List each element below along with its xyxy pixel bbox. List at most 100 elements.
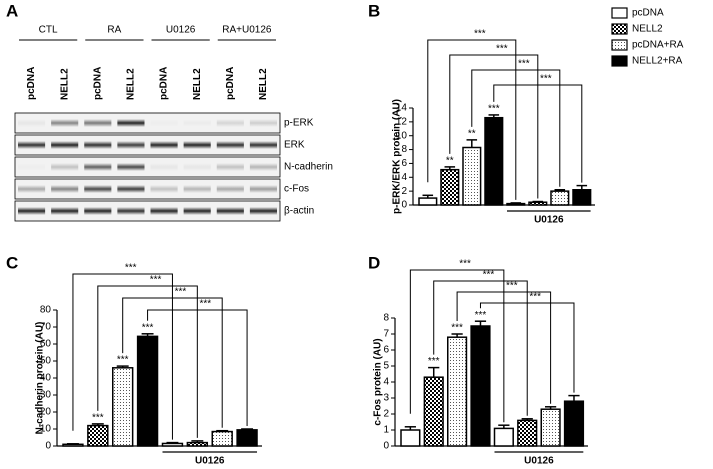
band <box>249 185 277 193</box>
bar <box>236 429 258 447</box>
band <box>84 141 112 149</box>
band <box>117 207 145 215</box>
panel-label: C <box>6 253 18 272</box>
y-tick-label: 1 <box>383 425 389 436</box>
lane-label: NELL2 <box>126 68 137 100</box>
comparison-label: *** <box>125 263 137 274</box>
y-tick-label: 4 <box>383 377 389 388</box>
category-label: U0126 <box>534 215 564 226</box>
lane-label: pcDNA <box>92 67 103 100</box>
category-label: U0126 <box>195 456 225 467</box>
band <box>117 119 145 127</box>
y-tick-label: 8 <box>383 313 389 324</box>
blot-row-label: p-ERK <box>284 118 314 129</box>
y-tick-label: 30 <box>40 390 52 401</box>
lane-label: NELL2 <box>59 68 70 100</box>
bar <box>540 408 561 447</box>
significance: *** <box>451 323 463 334</box>
band <box>183 163 211 171</box>
significance: *** <box>488 104 500 115</box>
y-tick-label: 4 <box>401 172 407 183</box>
category-label: U0126 <box>524 456 554 467</box>
bar <box>462 146 482 206</box>
panel-label: A <box>6 1 18 20</box>
blot-row-label: β-actin <box>284 206 314 217</box>
blot-group-label: RA <box>107 25 121 36</box>
bar <box>572 189 592 206</box>
y-tick-label: 3 <box>383 393 389 404</box>
band <box>249 119 277 127</box>
bar <box>550 190 570 206</box>
comparison-label: *** <box>496 44 508 55</box>
band <box>84 185 112 193</box>
comparison-label: *** <box>540 74 552 85</box>
blot-box <box>14 178 281 200</box>
band <box>150 185 178 193</box>
bar <box>447 336 468 447</box>
band <box>117 141 145 149</box>
band <box>216 185 244 193</box>
bar <box>493 427 514 447</box>
y-tick-label: 0 <box>383 441 389 452</box>
bar <box>484 116 504 206</box>
blot-group-label: U0126 <box>166 25 196 36</box>
comparison-label: *** <box>518 59 530 70</box>
y-tick-label: 60 <box>40 339 52 350</box>
y-tick-label: 10 <box>396 130 408 141</box>
bar <box>112 367 134 447</box>
comparison-bracket <box>471 69 561 187</box>
significance: *** <box>92 413 104 424</box>
significance: *** <box>475 310 487 321</box>
blot-row-label: N-cadherin <box>284 162 333 173</box>
y-tick-label: 0 <box>401 200 407 211</box>
comparison-label: *** <box>506 281 518 292</box>
comparison-bracket <box>433 280 528 416</box>
bar <box>400 429 421 447</box>
band <box>150 141 178 149</box>
band <box>51 163 79 171</box>
y-tick-label: 50 <box>40 356 52 367</box>
legend-label: pcDNA <box>632 8 664 19</box>
comparison-label: *** <box>175 287 187 298</box>
bar <box>418 197 438 206</box>
lane-label: NELL2 <box>192 68 203 100</box>
blot-box <box>14 112 281 134</box>
band <box>249 207 277 215</box>
blot-row-label: ERK <box>284 140 305 151</box>
y-tick-label: 6 <box>383 345 389 356</box>
band <box>249 163 277 171</box>
lane-label: pcDNA <box>26 67 37 100</box>
comparison-bracket <box>479 302 575 393</box>
y-tick-label: 70 <box>40 322 52 333</box>
band <box>216 119 244 127</box>
band <box>51 119 79 127</box>
blot-group-label: RA+U0126 <box>222 25 272 36</box>
y-tick-label: 8 <box>401 144 407 155</box>
blot-row-label: c-Fos <box>284 184 309 195</box>
comparison-bracket <box>449 54 539 199</box>
bar <box>563 400 585 447</box>
band <box>150 207 178 215</box>
y-tick-label: 80 <box>40 305 52 316</box>
comparison-bracket <box>409 269 505 423</box>
band <box>183 141 211 149</box>
y-axis-label: p-ERK/ERK protein (AU) <box>392 99 403 214</box>
y-axis-label: N-cadherin protein (AU) <box>35 322 46 435</box>
band <box>184 119 211 127</box>
blot-box <box>14 134 281 156</box>
comparison-label: *** <box>199 299 211 310</box>
band <box>18 163 45 171</box>
band <box>51 185 79 193</box>
band <box>18 185 46 193</box>
comparison-label: *** <box>483 270 495 281</box>
lane-label: NELL2 <box>258 68 269 100</box>
blot-box <box>14 156 281 178</box>
legend-label: NELL2 <box>632 24 663 35</box>
bar <box>87 424 109 447</box>
lane-label: pcDNA <box>225 67 236 100</box>
legend-swatch <box>611 39 628 51</box>
legend-label: pcDNA+RA <box>632 40 684 51</box>
bar <box>161 442 184 447</box>
significance: ** <box>446 156 454 167</box>
